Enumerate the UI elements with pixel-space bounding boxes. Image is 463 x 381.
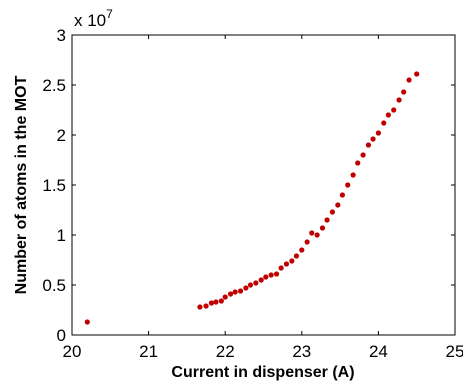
data-point bbox=[222, 294, 228, 300]
y-tick-label: 0.5 bbox=[42, 276, 66, 295]
x-tick-label: 22 bbox=[216, 342, 235, 361]
data-point bbox=[345, 182, 351, 188]
data-point bbox=[283, 261, 290, 267]
data-point bbox=[278, 265, 284, 271]
data-point bbox=[304, 239, 310, 245]
x-tick-label: 21 bbox=[139, 342, 158, 361]
data-point bbox=[314, 232, 320, 238]
data-point bbox=[263, 274, 269, 280]
y-axis-label: Number of atoms in the MOT bbox=[13, 75, 30, 294]
data-point bbox=[227, 291, 234, 297]
y-tick-label: 2.5 bbox=[42, 76, 66, 95]
x-tick-label: 23 bbox=[292, 342, 311, 361]
y-multiplier-label: x 107 bbox=[74, 7, 113, 30]
x-tick-label: 24 bbox=[369, 342, 388, 361]
data-point bbox=[381, 120, 387, 126]
data-point bbox=[243, 285, 249, 291]
y-tick-label: 1 bbox=[57, 226, 66, 245]
data-point bbox=[396, 97, 402, 103]
data-point bbox=[258, 277, 264, 283]
data-point bbox=[247, 282, 254, 288]
data-point bbox=[375, 130, 381, 136]
data-point bbox=[335, 202, 341, 208]
data-point bbox=[414, 71, 420, 77]
data-point bbox=[309, 230, 315, 236]
data-point bbox=[406, 77, 412, 83]
data-point bbox=[232, 289, 238, 295]
data-point bbox=[237, 288, 244, 294]
y-tick-label: 2 bbox=[57, 126, 66, 145]
data-point bbox=[350, 172, 356, 178]
x-axis-label: Current in dispenser (A) bbox=[171, 364, 354, 381]
x-tick-label: 25 bbox=[446, 342, 463, 361]
data-point bbox=[401, 89, 407, 95]
y-tick-label: 1.5 bbox=[42, 176, 66, 195]
y-tick-label: 3 bbox=[57, 26, 66, 45]
data-point bbox=[324, 217, 330, 223]
data-point bbox=[273, 271, 280, 277]
data-point bbox=[203, 303, 209, 309]
data-point bbox=[293, 253, 300, 259]
data-point bbox=[391, 107, 397, 113]
data-point bbox=[218, 298, 224, 304]
data-point bbox=[208, 300, 215, 306]
data-point bbox=[370, 136, 376, 142]
data-point bbox=[329, 209, 336, 215]
data-point bbox=[268, 272, 274, 278]
data-point bbox=[289, 258, 295, 264]
plot-area bbox=[71, 34, 456, 336]
data-point bbox=[365, 142, 372, 148]
y-tick-label: 0 bbox=[57, 326, 66, 345]
data-point bbox=[197, 304, 203, 310]
data-point bbox=[84, 319, 90, 325]
data-point bbox=[360, 152, 366, 158]
data-points bbox=[84, 71, 420, 325]
data-point bbox=[385, 112, 391, 118]
data-point bbox=[213, 299, 219, 305]
x-axis-ticks: 20 21 22 23 24 25 bbox=[63, 35, 463, 361]
data-point bbox=[253, 280, 259, 286]
y-axis-ticks: 0 0.5 1 1.5 2 2.5 3 bbox=[42, 26, 455, 345]
data-point bbox=[319, 225, 326, 231]
data-point bbox=[339, 192, 345, 198]
data-point bbox=[299, 247, 305, 253]
data-point bbox=[355, 160, 361, 166]
x-tick-label: 20 bbox=[63, 342, 82, 361]
